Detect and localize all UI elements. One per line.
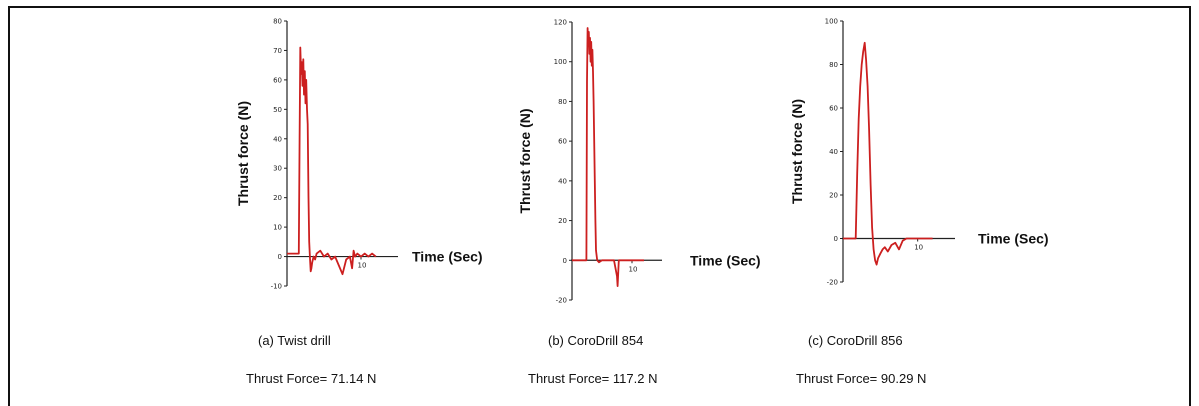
y-tick-label: 0 (834, 235, 838, 243)
y-axis-label: Thrust force (N) (235, 101, 251, 206)
result-c: Thrust Force= 90.29 N (796, 371, 927, 386)
y-tick-label: 50 (273, 106, 282, 114)
x-axis-label: Time (Sec) (978, 231, 1049, 247)
y-tick-label: 60 (273, 76, 282, 84)
y-axis-label: Thrust force (N) (789, 99, 805, 204)
caption-b: (b) CoroDrill 854 (548, 333, 644, 348)
y-tick-label: 100 (554, 58, 567, 66)
y-tick-label: 20 (273, 194, 282, 202)
y-tick-label: 100 (825, 18, 838, 26)
thrust-force-series-line (572, 27, 644, 288)
caption-a: (a) Twist drill (258, 333, 331, 348)
y-tick-label: 70 (273, 47, 282, 55)
y-axis-label: Thrust force (N) (517, 109, 533, 214)
x-tick-label: 10 (358, 262, 367, 270)
y-tick-label: 20 (829, 192, 838, 200)
thrust-force-series-line (287, 46, 377, 276)
y-tick-label: 30 (273, 165, 282, 173)
y-tick-label: 40 (558, 177, 567, 185)
y-tick-label: 60 (829, 105, 838, 113)
y-tick-label: 80 (273, 18, 282, 26)
y-tick-label: -10 (271, 283, 282, 291)
figure-frame (8, 6, 1191, 406)
y-tick-label: -20 (556, 297, 567, 305)
x-axis-label: Time (Sec) (412, 249, 483, 265)
y-tick-label: 60 (558, 138, 567, 146)
caption-c: (c) CoroDrill 856 (808, 333, 903, 348)
y-tick-label: 0 (563, 257, 567, 265)
x-tick-label: 10 (629, 265, 638, 273)
y-tick-label: 40 (829, 148, 838, 156)
thrust-force-series-line (843, 41, 933, 266)
y-tick-label: 80 (558, 98, 567, 106)
x-axis-label: Time (Sec) (690, 252, 761, 268)
y-tick-label: 20 (558, 217, 567, 225)
y-tick-label: -20 (827, 279, 838, 287)
y-tick-label: 0 (278, 253, 282, 261)
y-tick-label: 10 (273, 224, 282, 232)
x-tick-label: 10 (914, 244, 923, 252)
result-a: Thrust Force= 71.14 N (246, 371, 377, 386)
result-b: Thrust Force= 117.2 N (528, 371, 658, 386)
y-tick-label: 80 (829, 61, 838, 69)
y-tick-label: 120 (554, 19, 567, 27)
y-tick-label: 40 (273, 135, 282, 143)
